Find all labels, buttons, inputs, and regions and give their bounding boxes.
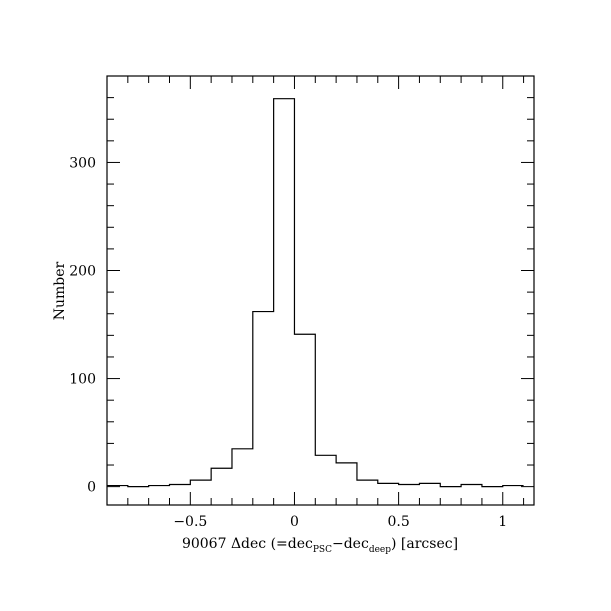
x-tick-label: 0 [290, 514, 299, 530]
y-tick-label: 300 [69, 155, 96, 171]
histogram-outline [107, 98, 524, 488]
x-axis-title-prefix: 90067 Δdec (=dec [182, 536, 313, 552]
x-axis-title-sub-psc: PSC [313, 545, 332, 555]
y-tick-label: 100 [69, 372, 96, 388]
tick-labels: −0.5 0 0.5 1 0 100 200 300 [69, 155, 507, 530]
y-axis-title: Number [52, 261, 68, 320]
x-axis-title-mid: −dec [332, 536, 369, 552]
y-tick-label: 200 [69, 264, 96, 280]
x-axis-title-sub-deep: deep [369, 545, 391, 555]
y-tick-label: 0 [87, 480, 96, 496]
axis-ticks [106, 75, 534, 505]
x-axis-title-suffix: ) [arcsec] [391, 536, 458, 552]
x-tick-label: 0.5 [387, 514, 409, 530]
x-tick-label: 1 [498, 514, 507, 530]
x-tick-label: −0.5 [173, 514, 207, 530]
plot-frame [106, 75, 535, 506]
x-axis-title: 90067 Δdec (=decPSC−decdeep) [arcsec] [182, 536, 458, 555]
